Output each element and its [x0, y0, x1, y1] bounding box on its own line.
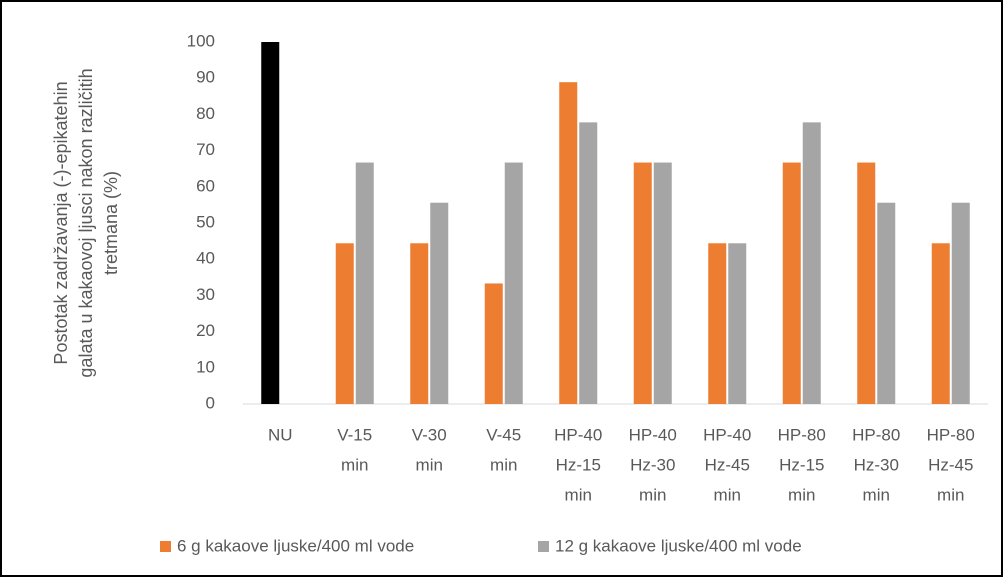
x-tick-label: HP-40: [629, 425, 677, 444]
x-tick-label: min: [565, 485, 592, 504]
bar: [504, 162, 523, 404]
y-tick-label: 80: [196, 104, 215, 123]
y-tick-label: 60: [196, 176, 215, 195]
bar: [931, 243, 950, 404]
x-tick-label: NU: [268, 425, 293, 444]
y-tick-label: 30: [196, 285, 215, 304]
bar: [802, 122, 821, 404]
x-tick-label: Hz-45: [928, 455, 973, 474]
bar: [335, 243, 354, 404]
y-axis-title: galata u kakaovoj ljusci nakon različiti…: [76, 68, 96, 377]
x-tick-label: min: [863, 485, 890, 504]
y-tick-label: 20: [196, 321, 215, 340]
y-tick-label: 0: [206, 393, 215, 412]
x-tick-label: V-15: [337, 425, 372, 444]
x-tick-label: Hz-30: [854, 455, 899, 474]
x-tick-label: min: [937, 485, 964, 504]
bar: [653, 162, 672, 404]
y-axis-title: tretmana (%): [101, 171, 121, 275]
x-tick-label: min: [788, 485, 815, 504]
x-tick-label: V-30: [412, 425, 447, 444]
x-tick-label: Hz-15: [779, 455, 824, 474]
x-tick-label: HP-80: [927, 425, 975, 444]
bar: [579, 122, 598, 404]
x-tick-label: Hz-30: [630, 455, 675, 474]
bar: [857, 162, 876, 404]
x-tick-label: min: [639, 485, 666, 504]
legend-label: 12 g kakaove ljuske/400 ml vode: [555, 536, 802, 555]
y-tick-label: 100: [187, 31, 215, 50]
x-tick-label: V-45: [486, 425, 521, 444]
legend-swatch: [538, 541, 549, 552]
bar: [261, 42, 280, 404]
x-tick-label: HP-80: [852, 425, 900, 444]
bar: [430, 202, 449, 404]
bar: [559, 82, 578, 404]
x-tick-label: min: [714, 485, 741, 504]
x-tick-label: Hz-15: [556, 455, 601, 474]
y-tick-label: 70: [196, 140, 215, 159]
x-tick-label: HP-40: [554, 425, 602, 444]
bar: [410, 243, 429, 404]
y-tick-label: 90: [196, 68, 215, 87]
y-tick-label: 10: [196, 357, 215, 376]
y-tick-label: 40: [196, 249, 215, 268]
bar: [633, 162, 652, 404]
legend-label: 6 g kakaove ljuske/400 ml vode: [177, 536, 414, 555]
bar: [782, 162, 801, 404]
bar: [728, 243, 747, 404]
bar: [355, 162, 374, 404]
x-tick-label: min: [341, 455, 368, 474]
y-tick-label: 50: [196, 212, 215, 231]
bar: [951, 202, 970, 404]
x-tick-label: min: [416, 455, 443, 474]
bar: [484, 283, 503, 404]
x-tick-label: HP-80: [778, 425, 826, 444]
x-tick-label: Hz-45: [705, 455, 750, 474]
bar: [877, 202, 896, 404]
x-tick-label: HP-40: [703, 425, 751, 444]
bar: [708, 243, 727, 404]
x-tick-label: min: [490, 455, 517, 474]
y-axis-title: Postotak zadržavanja (-)-epikatehin: [51, 81, 71, 364]
legend-swatch: [160, 541, 171, 552]
